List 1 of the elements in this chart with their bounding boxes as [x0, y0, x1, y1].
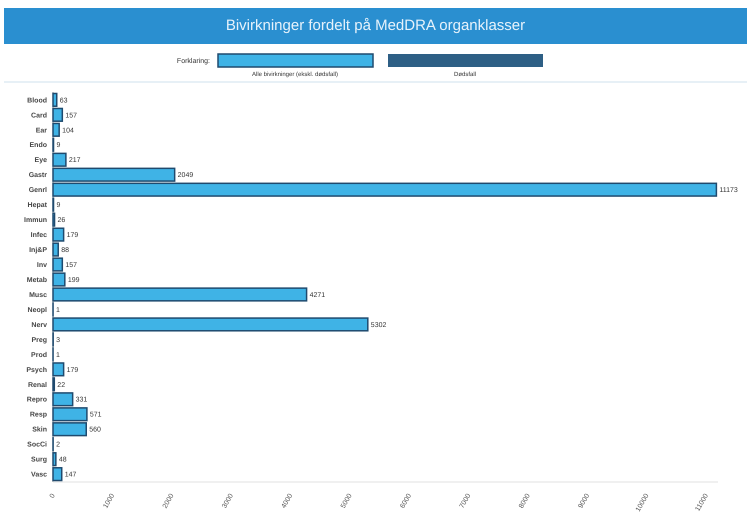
chart-title: Bivirkninger fordelt på MedDRA organklasser [226, 17, 526, 34]
